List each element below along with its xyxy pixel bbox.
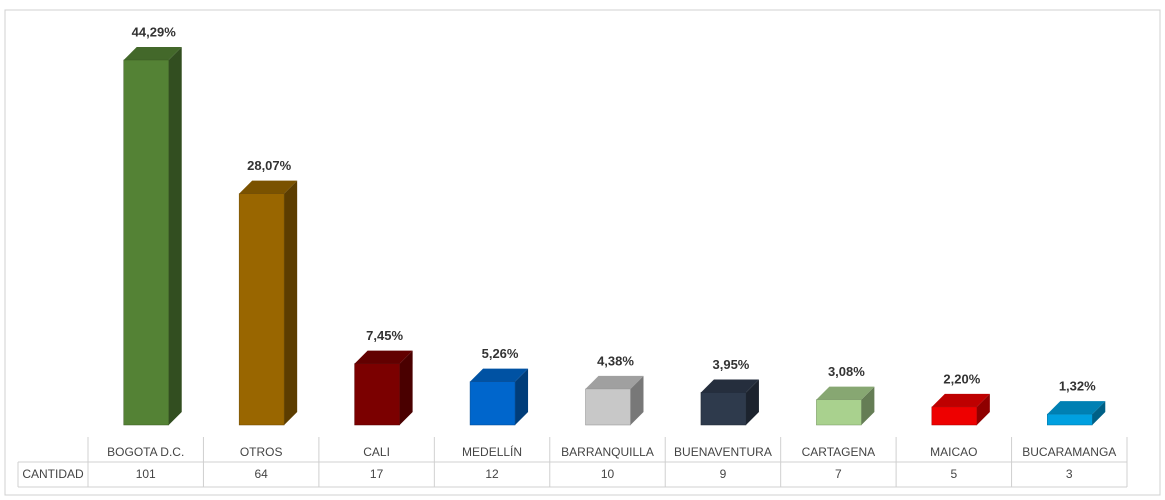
bar-side: [515, 368, 529, 425]
data-label: 5,26%: [482, 346, 519, 361]
x-tick-label: CARTAGENA: [802, 445, 876, 459]
bar-side: [168, 47, 182, 425]
bar: [700, 392, 747, 426]
bar-top: [700, 379, 759, 393]
bar: [123, 59, 169, 426]
data-label: 28,07%: [247, 158, 292, 173]
x-tick-label: MAICAO: [930, 445, 977, 459]
table-cell: 17: [370, 467, 384, 481]
bar-side: [399, 350, 413, 425]
x-tick-label: CALI: [363, 445, 390, 459]
bar: [1047, 413, 1093, 426]
bar-top: [1047, 401, 1106, 415]
table-cell: 64: [254, 467, 268, 481]
table-cell: 9: [720, 467, 727, 481]
x-tick-label: OTROS: [240, 445, 283, 459]
data-label: 3,95%: [713, 357, 750, 372]
x-tick-label: BOGOTA D.C.: [107, 445, 184, 459]
bar-top: [585, 375, 644, 389]
data-label: 2,20%: [943, 371, 980, 386]
bar-top: [239, 180, 298, 194]
bar-top: [470, 368, 529, 382]
bar: [931, 406, 978, 426]
bar-side: [630, 375, 644, 425]
x-tick-label: BUENAVENTURA: [674, 445, 772, 459]
table-cell: 10: [601, 467, 615, 481]
data-label: 7,45%: [366, 328, 403, 343]
bar-side: [745, 379, 759, 425]
bar-top: [354, 350, 413, 364]
bar-side: [861, 386, 875, 425]
bar-top: [931, 393, 990, 407]
x-tick-label: BARRANQUILLA: [561, 445, 654, 459]
bar: [354, 363, 400, 426]
bar-side: [976, 393, 990, 425]
row-label: CANTIDAD: [22, 467, 84, 481]
bar: [238, 193, 285, 426]
bar-side: [1092, 401, 1106, 425]
bar-top: [123, 47, 182, 60]
bar: [585, 388, 631, 426]
x-tick-label: MEDELLÍN: [462, 444, 522, 459]
table-cell: 3: [1066, 467, 1073, 481]
bar: [469, 381, 516, 426]
x-tick-label: BUCARAMANGA: [1022, 445, 1116, 459]
table-cell: 7: [835, 467, 842, 481]
data-label: 4,38%: [597, 353, 634, 368]
data-label: 1,32%: [1059, 379, 1096, 394]
bar: [816, 399, 862, 426]
table-cell: 101: [136, 467, 156, 481]
table-cell: 5: [950, 467, 957, 481]
bar-side: [284, 180, 298, 425]
data-label: 44,29%: [132, 24, 177, 39]
table-cell: 12: [485, 467, 499, 481]
bar-top: [816, 386, 875, 400]
data-label: 3,08%: [828, 364, 865, 379]
